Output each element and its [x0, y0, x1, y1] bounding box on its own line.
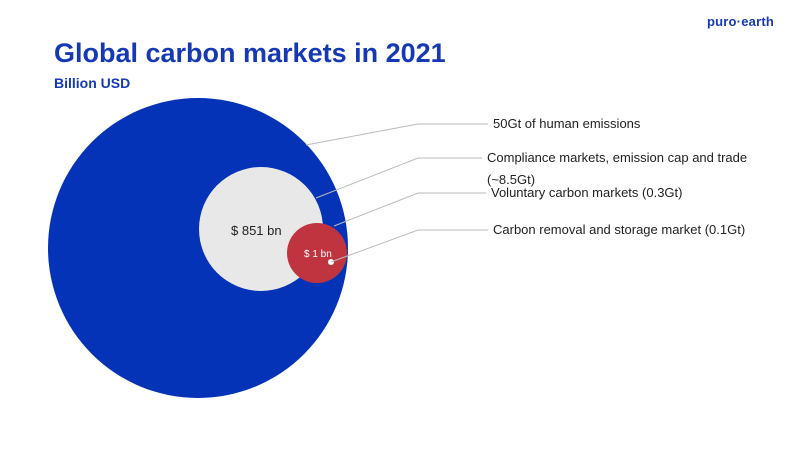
- leader-line-voluntary: [333, 192, 486, 227]
- annotation-compliance-line2: (~8.5Gt): [487, 172, 535, 187]
- bubble-voluntary-markets: [287, 223, 347, 283]
- annotation-compliance: Compliance markets, emission cap and tra…: [487, 150, 747, 165]
- chart-subtitle: Billion USD: [54, 75, 131, 91]
- leader-line-human-emissions: [305, 123, 488, 146]
- annotation-carbon-removal: Carbon removal and storage market (0.1Gt…: [493, 222, 745, 237]
- annotation-voluntary: Voluntary carbon markets (0.3Gt): [491, 185, 682, 200]
- brand-logo: puro·earth: [707, 14, 774, 29]
- leader-line-carbon-removal: [330, 229, 488, 263]
- value-label-compliance: $ 851 bn: [231, 223, 282, 238]
- value-label-voluntary: $ 1 bn: [304, 249, 332, 260]
- leader-line-compliance: [315, 157, 482, 199]
- annotation-human-emissions: 50Gt of human emissions: [493, 116, 641, 131]
- chart-title: Global carbon markets in 2021: [54, 38, 446, 68]
